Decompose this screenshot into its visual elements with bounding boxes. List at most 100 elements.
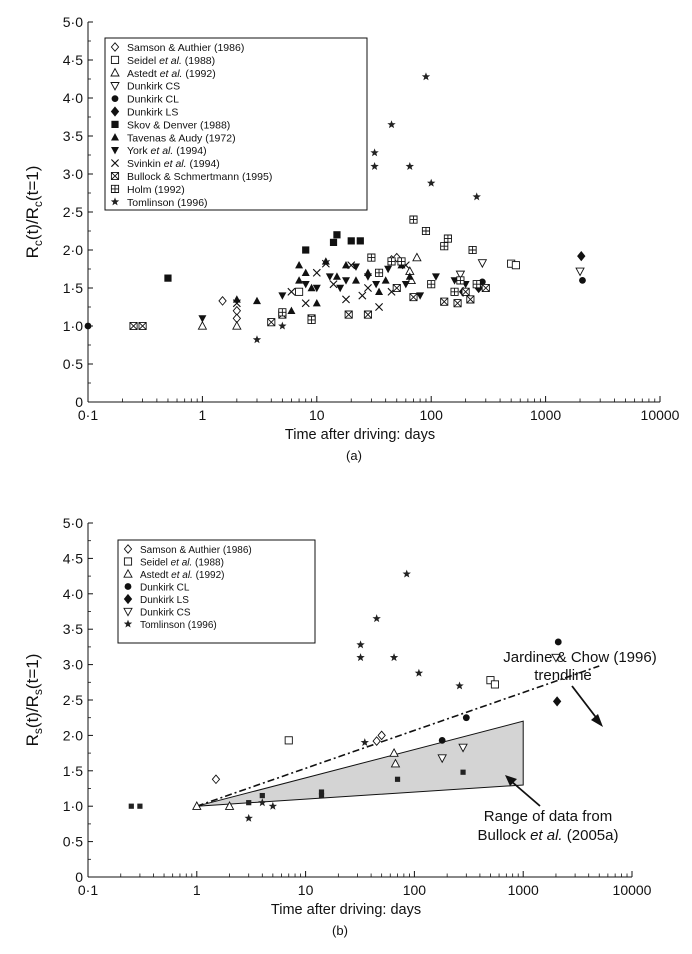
legend-label-part: York xyxy=(127,145,151,157)
legend-label-part: Seidel xyxy=(140,558,171,569)
data-point xyxy=(372,614,381,623)
legend-label-part: (1992) xyxy=(182,68,215,80)
data-point xyxy=(384,265,393,274)
data-point xyxy=(224,801,235,810)
data-point xyxy=(351,276,360,284)
legend-marker xyxy=(110,82,120,91)
data-point xyxy=(421,72,431,81)
data-point xyxy=(472,192,481,201)
legend-marker xyxy=(110,197,120,206)
legend-marker xyxy=(123,607,133,617)
legend-label-part: et al. xyxy=(171,570,193,581)
legend-label: Tomlinson (1996) xyxy=(127,197,208,209)
data-point xyxy=(468,245,477,255)
x-tick-label: 1 xyxy=(193,882,201,898)
data-point xyxy=(278,321,287,330)
legend-marker xyxy=(110,171,120,181)
data-point xyxy=(278,308,287,317)
chart-panel-b: 0 0·5 1·0 1·5 2·0 2·5 3·0 3·5 4·0 4·5 5·0 0·1 1 10 100… xyxy=(23,515,657,938)
legend-label: York et al. (1994) xyxy=(127,145,207,157)
y-tick-label: 3·0 xyxy=(63,166,83,182)
range-label-part: et al. xyxy=(530,827,563,844)
data-point xyxy=(455,681,464,690)
data-point xyxy=(466,295,475,304)
y-axis-label-part: R xyxy=(23,246,42,258)
y-axis-label: Rc(t)/Rc(t=1) xyxy=(23,166,45,259)
y-axis-label-part: c xyxy=(31,201,45,207)
data-point xyxy=(244,813,253,822)
data-point xyxy=(455,270,466,280)
data-point xyxy=(453,299,462,308)
data-point xyxy=(347,261,356,270)
data-point xyxy=(405,162,414,170)
y-tick-label: 4·0 xyxy=(63,90,83,106)
data-point xyxy=(363,273,372,281)
data-point xyxy=(358,291,367,300)
legend-marker xyxy=(123,593,133,605)
data-point xyxy=(218,296,227,306)
legend: Samson & Authier (1986)Seidel et al. (19… xyxy=(104,37,368,211)
y-axis-label-part: s xyxy=(31,689,45,695)
legend-label: Bullock & Schmertmann (1995) xyxy=(127,171,272,183)
x-tick-label: 100 xyxy=(420,407,444,423)
legend-label-part: (1994) xyxy=(173,145,206,157)
data-point xyxy=(301,268,310,276)
data-point xyxy=(287,306,296,314)
data-point xyxy=(192,801,202,810)
data-point xyxy=(554,638,562,646)
range-label: Range of data from xyxy=(484,808,612,825)
data-point xyxy=(389,747,399,757)
legend-marker xyxy=(123,557,133,566)
legend-label-part: (1992) xyxy=(193,570,225,581)
legend-marker xyxy=(110,184,120,193)
data-point xyxy=(342,295,350,304)
y-tick-label: 5·0 xyxy=(63,14,83,30)
y-tick-label: 4·5 xyxy=(63,550,83,566)
data-point xyxy=(137,803,143,809)
data-point xyxy=(414,668,424,677)
data-point xyxy=(312,299,321,307)
panel-label: (b) xyxy=(332,923,348,938)
data-point xyxy=(394,776,401,782)
data-point xyxy=(329,280,338,289)
data-point xyxy=(392,252,401,263)
range-arrowhead xyxy=(505,775,517,786)
data-point xyxy=(575,267,585,277)
y-tick-label: 3·5 xyxy=(63,128,83,144)
data-point xyxy=(440,297,449,306)
y-tick-label: 0·5 xyxy=(63,834,83,850)
x-tick-label: 1 xyxy=(199,407,207,423)
data-point xyxy=(198,315,207,323)
data-point xyxy=(252,335,262,344)
range-label-part: (2005a) xyxy=(563,827,619,844)
x-tick-label: 10000 xyxy=(613,882,652,898)
data-point xyxy=(372,736,381,746)
data-point xyxy=(336,284,345,293)
legend-box xyxy=(117,539,316,644)
series xyxy=(252,72,481,344)
data-point xyxy=(356,653,365,662)
series xyxy=(284,676,500,745)
data-point xyxy=(347,237,355,245)
series xyxy=(84,277,586,330)
legend-marker xyxy=(110,67,120,77)
y-tick-label: 5·0 xyxy=(63,515,83,531)
series xyxy=(552,696,562,707)
legend-label: Svinkin et al. (1994) xyxy=(127,158,220,170)
data-point xyxy=(360,738,369,747)
legend-label-part: et al. xyxy=(164,158,187,170)
y-tick-label: 1·5 xyxy=(63,763,83,779)
data-point xyxy=(477,259,488,269)
data-point xyxy=(387,120,396,129)
data-point xyxy=(377,730,386,741)
data-point xyxy=(374,268,384,277)
legend-label-part: Astedt xyxy=(140,570,171,581)
legend-label: Holm (1992) xyxy=(127,184,185,196)
y-tick-label: 1·0 xyxy=(63,318,83,334)
y-tick-label: 3·0 xyxy=(63,657,83,673)
data-point xyxy=(427,280,436,289)
data-point xyxy=(246,800,252,806)
data-point xyxy=(232,320,242,330)
data-point xyxy=(401,281,410,289)
data-point xyxy=(295,261,304,269)
